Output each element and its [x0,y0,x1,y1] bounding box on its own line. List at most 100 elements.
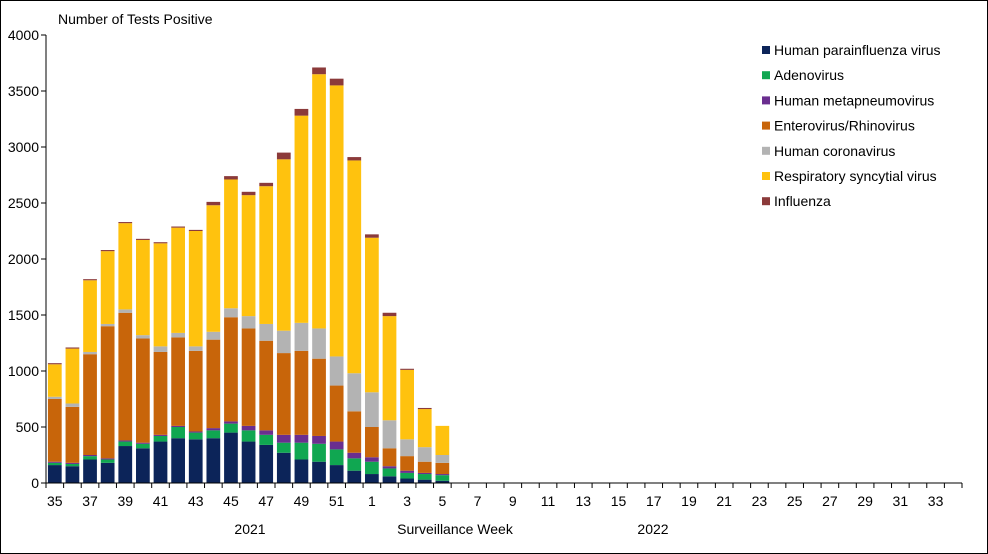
bar-segment-week-37-series-6 [83,279,97,281]
bar-segment-week-47-series-2 [259,430,274,435]
bar-segment-week-35-series-0 [47,465,62,483]
bar-segment-week-47-series-4 [259,323,274,341]
bar-segment-week-49-series-1 [294,442,309,460]
bar-segment-week-51-series-6 [329,78,344,86]
bar-segment-week-38-series-0 [100,462,115,483]
bar-segment-week-48-series-6 [276,152,291,160]
bar-segment-week-51-series-0 [329,465,344,483]
legend-swatch-4 [762,146,770,155]
bar-segment-week-4-series-2 [417,472,432,475]
bar-segment-week-35-series-2 [47,461,62,463]
bar-segment-week-36-series-3 [65,406,80,463]
y-tick-label: 4000 [8,27,39,43]
bar-segment-week-35-series-1 [47,462,62,466]
x-tick-label: 29 [857,493,873,509]
bar-segment-week-50-series-6 [312,67,326,75]
bar-segment-week-37-series-4 [83,351,97,355]
x-tick-label: 11 [541,493,556,509]
bar-segment-week-3-series-2 [400,470,414,473]
x-tick-label: 15 [611,493,627,509]
bar-segment-week-3-series-0 [400,478,414,483]
bar-segment-week-41-series-5 [153,243,168,347]
x-tick-label: 37 [82,493,98,509]
bar-segment-week-43-series-6 [188,229,203,231]
legend-swatch-5 [762,172,770,180]
x-tick-label: 13 [575,493,591,509]
bar-segment-week-36-series-2 [65,462,80,464]
x-tick-label: 27 [822,493,838,509]
x-tick-label: 5 [438,493,446,509]
bar-segment-week-36-series-5 [65,348,80,404]
legend-swatch-3 [762,121,770,130]
bar-segment-week-1-series-1 [365,461,379,475]
bar-segment-week-50-series-3 [312,358,326,436]
bar-segment-week-5-series-1 [435,475,450,481]
bar-segment-week-46-series-4 [241,316,256,329]
bar-segment-week-45-series-4 [224,308,238,318]
bar-segment-week-38-series-3 [100,326,115,459]
legend-swatch-1 [762,71,770,80]
x-axis-title: Surveillance Week [397,521,514,537]
bar-segment-week-36-series-0 [65,466,80,483]
bar-segment-week-5-series-2 [435,474,450,476]
bar-segment-week-4-series-5 [417,409,432,448]
bar-segment-week-40-series-4 [136,335,150,339]
bar-segment-week-47-series-0 [259,444,274,483]
bar-segment-week-35-series-3 [47,399,62,462]
bar-segment-week-49-series-4 [294,322,309,351]
bar-segment-week-44-series-1 [206,430,221,439]
bar-segment-week-2-series-3 [382,448,397,467]
bar-segment-week-1-series-2 [365,457,379,462]
bar-segment-week-41-series-3 [153,351,168,435]
x-tick-label: 51 [329,493,345,509]
y-tick-label: 1500 [8,307,39,323]
bar-segment-week-43-series-4 [188,346,203,351]
y-tick-label: 3500 [8,83,39,99]
bar-segment-week-2-series-5 [382,316,397,421]
bar-segment-week-3-series-5 [400,369,414,440]
bar-segment-week-41-series-0 [153,441,168,483]
bar-segment-week-42-series-5 [171,227,185,333]
bar-segment-week-44-series-0 [206,438,221,483]
bar-segment-week-3-series-4 [400,439,414,457]
bar-segment-week-1-series-3 [365,427,379,458]
bar-segment-week-45-series-2 [224,421,238,424]
legend-label-4: Human coronavirus [774,143,895,159]
bar-segment-week-51-series-2 [329,441,344,450]
legend-label-6: Influenza [774,193,831,209]
bar-segment-week-50-series-0 [312,461,326,483]
bar-segment-week-36-series-1 [65,463,80,467]
bar-segment-week-42-series-2 [171,425,185,427]
bar-segment-week-49-series-2 [294,434,309,443]
bar-segment-week-40-series-1 [136,443,150,449]
bar-segment-week-42-series-0 [171,438,185,483]
bar-segment-week-38-series-1 [100,459,115,463]
bar-segment-week-40-series-6 [136,238,150,240]
bar-segment-week-42-series-6 [171,226,185,228]
bar-segment-week-46-series-2 [241,425,256,431]
bar-segment-week-1-series-0 [365,474,379,483]
x-tick-label: 45 [223,493,239,509]
bar-segment-week-46-series-6 [241,191,256,196]
bar-segment-week-39-series-0 [118,446,133,483]
x-tick-label: 17 [646,493,662,509]
legend: Human parainfluenza virus Adenovirus Human… [762,42,941,209]
bar-segment-week-49-series-3 [294,350,309,435]
bar-segment-week-39-series-5 [118,223,133,310]
bar-segment-week-37-series-0 [83,459,97,483]
y-tick-label: 0 [31,475,39,491]
bar-segment-week-46-series-5 [241,195,256,317]
bar-segment-week-2-series-1 [382,468,397,477]
bar-segment-week-4-series-0 [417,479,432,483]
bar-segment-week-47-series-3 [259,340,274,431]
bar-segment-week-44-series-2 [206,428,221,431]
bar-segment-week-39-series-1 [118,441,133,447]
bar-segment-week-44-series-5 [206,205,221,332]
bar-segment-week-47-series-6 [259,182,274,187]
bar-segment-week-37-series-3 [83,354,97,455]
legend-swatch-2 [762,96,770,105]
bar-segment-week-4-series-6 [417,407,432,410]
bar-segment-week-41-series-1 [153,435,168,442]
bar-segment-week-45-series-6 [224,176,238,180]
legend-swatch-6 [762,197,770,206]
